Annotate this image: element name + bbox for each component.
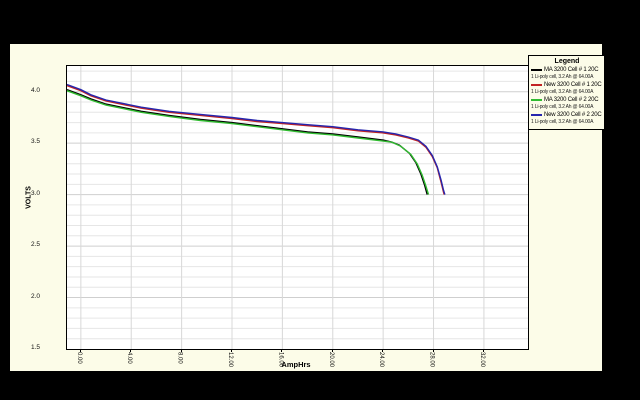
x-tick-mark bbox=[482, 349, 484, 352]
legend-entry-desc: 1 Li-poly cell, 3.2 Ah @ 64.00A bbox=[531, 119, 594, 125]
legend-entry: MA 3200 Cell # 1 20C bbox=[531, 66, 603, 74]
legend-box: Legend MA 3200 Cell # 1 20C 1 Li-poly cel… bbox=[528, 55, 605, 130]
x-tick-mark bbox=[432, 349, 434, 352]
plot-svg bbox=[67, 66, 528, 349]
legend-swatch-icon bbox=[531, 69, 542, 71]
chart-panel: VOLTS AmpHrs 1.5 2.0 2.5 3.0 3.5 4.0 0.00 4.00… bbox=[10, 44, 605, 371]
y-tick-label: 3.5 bbox=[30, 138, 40, 146]
legend-swatch-icon bbox=[531, 99, 542, 101]
x-tick-label: 12.00 bbox=[227, 352, 233, 368]
plot-area bbox=[66, 65, 529, 350]
x-tick-mark bbox=[79, 349, 81, 352]
x-tick-mark bbox=[331, 349, 333, 352]
y-tick-label: 2.5 bbox=[30, 241, 40, 249]
legend-title: Legend bbox=[554, 58, 580, 65]
y-tick-label: 4.0 bbox=[30, 86, 40, 94]
x-tick-mark bbox=[382, 349, 384, 352]
x-tick-mark bbox=[180, 349, 182, 352]
y-tick-label: 3.0 bbox=[30, 189, 40, 197]
x-tick-label: 16.00 bbox=[277, 352, 284, 368]
series-line-2 bbox=[67, 90, 430, 195]
legend-entry: New 3200 Cell # 1 20C bbox=[531, 81, 603, 89]
series-line-0 bbox=[67, 89, 428, 195]
legend-entry: MA 3200 Cell # 2 20C bbox=[531, 96, 603, 104]
legend-entry: New 3200 Cell # 2 20C bbox=[531, 111, 603, 119]
legend-entries: MA 3200 Cell # 1 20C 1 Li-poly cell, 3.2 … bbox=[531, 66, 603, 126]
x-tick-mark bbox=[231, 349, 232, 352]
x-tick-mark bbox=[281, 349, 283, 352]
legend-entry-desc: 1 Li-poly cell, 3.2 Ah @ 64.00A bbox=[531, 104, 594, 110]
legend-entry-desc: 1 Li-poly cell, 3.2 Ah @ 64.00A bbox=[531, 89, 594, 95]
x-tick-label: 24.00 bbox=[378, 352, 385, 368]
x-tick-label: 20.00 bbox=[327, 352, 334, 368]
legend-swatch-icon bbox=[531, 84, 542, 86]
x-tick-label: 0.00 bbox=[75, 352, 82, 364]
legend-entry-label: MA 3200 Cell # 1 20C bbox=[544, 67, 599, 73]
x-axis-title: AmpHrs bbox=[281, 360, 311, 369]
x-tick-label: 8.00 bbox=[176, 352, 183, 364]
x-tick-label: 28.00 bbox=[428, 352, 435, 368]
y-tick-label: 2.0 bbox=[30, 292, 40, 300]
legend-entry-label: MA 3200 Cell # 2 20C bbox=[544, 97, 599, 103]
series-line-3 bbox=[67, 83, 446, 195]
legend-entry-label: New 3200 Cell # 2 20C bbox=[544, 112, 602, 118]
y-tick-label: 1.5 bbox=[30, 344, 40, 351]
legend-swatch-icon bbox=[531, 114, 542, 116]
x-tick-label: 4.00 bbox=[126, 352, 133, 364]
x-tick-mark bbox=[130, 349, 132, 352]
x-tick-label: 32.00 bbox=[478, 352, 485, 368]
legend-entry-desc: 1 Li-poly cell, 3.2 Ah @ 64.00A bbox=[531, 74, 594, 80]
legend-entry-label: New 3200 Cell # 1 20C bbox=[544, 82, 602, 88]
